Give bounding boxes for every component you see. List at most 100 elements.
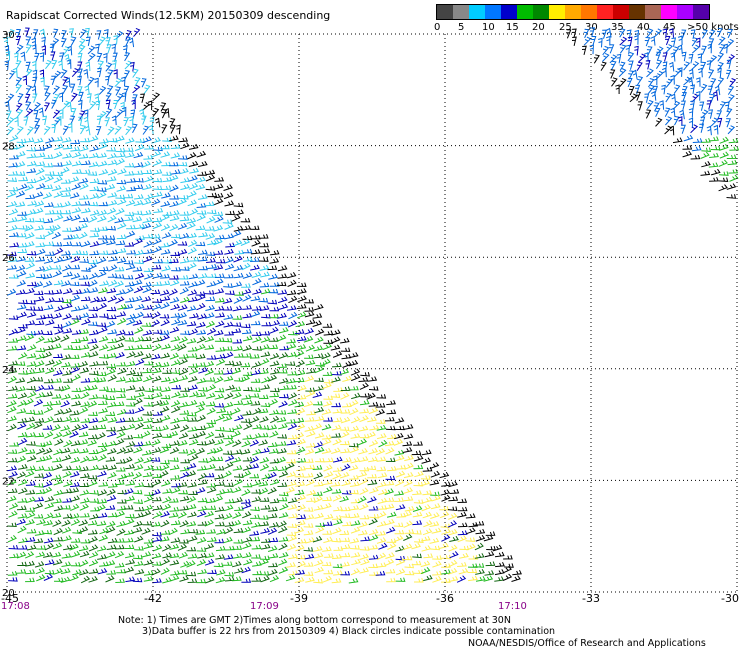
wind-barb — [196, 362, 206, 367]
wind-barb — [727, 159, 738, 166]
wind-barb — [348, 577, 359, 584]
wind-barb — [277, 273, 288, 279]
wind-barb — [52, 457, 62, 463]
wind-barb — [67, 122, 73, 133]
wind-barb — [312, 320, 323, 327]
wind-barb — [88, 576, 98, 583]
wind-barb — [152, 217, 163, 223]
wind-barb — [61, 552, 72, 559]
wind-barb — [267, 513, 278, 519]
wind-barb — [368, 447, 378, 455]
wind-barb — [105, 395, 116, 401]
wind-barb — [96, 432, 106, 440]
wind-barb — [134, 144, 145, 152]
wind-barb — [396, 512, 407, 518]
wind-barb — [195, 400, 206, 408]
wind-barb — [168, 239, 178, 247]
wind-barb — [133, 170, 144, 175]
wind-barb — [188, 273, 199, 280]
wind-barb — [125, 559, 136, 565]
wind-barb — [314, 365, 324, 374]
wind-barb — [152, 329, 163, 334]
wind-barb — [97, 554, 107, 560]
wind-barb — [8, 274, 19, 279]
wind-barb — [186, 503, 197, 510]
wind-barb — [88, 568, 99, 574]
wind-barb — [204, 423, 215, 430]
wind-barb — [204, 519, 214, 527]
wind-barb — [133, 162, 144, 168]
wind-barb — [53, 431, 63, 440]
wind-barb — [99, 280, 110, 287]
wind-barb — [24, 217, 35, 223]
wind-barb — [169, 135, 179, 142]
wind-barb — [54, 247, 64, 256]
wind-barb — [69, 543, 79, 551]
wind-barb — [151, 496, 162, 502]
wind-barb — [251, 239, 261, 247]
wind-barb — [98, 360, 109, 366]
wind-barb — [26, 85, 32, 95]
wind-barb — [287, 392, 298, 400]
wind-barb — [241, 329, 252, 335]
wind-barb — [331, 362, 342, 368]
wind-barb — [27, 390, 37, 399]
wind-barb — [141, 430, 151, 438]
wind-barb — [62, 264, 72, 272]
wind-barb — [152, 245, 163, 254]
wind-barb — [17, 399, 27, 407]
wind-barb — [41, 45, 46, 55]
wind-barb — [206, 216, 216, 224]
time-label: 17:08 — [1, 601, 30, 612]
wind-barb — [161, 232, 172, 239]
wind-barb — [378, 439, 388, 448]
wind-barb — [619, 77, 627, 87]
wind-barb — [204, 344, 215, 350]
wind-barb — [240, 238, 251, 246]
wind-barb — [134, 77, 141, 87]
wind-barb — [187, 481, 197, 488]
wind-barb — [107, 159, 118, 166]
wind-barb — [692, 138, 703, 143]
wind-barb — [384, 488, 395, 495]
wind-barb — [213, 562, 224, 568]
wind-barb — [53, 279, 64, 286]
wind-barb — [169, 258, 179, 263]
wind-barb — [89, 343, 99, 352]
wind-barb — [306, 389, 316, 398]
wind-barb — [296, 560, 307, 568]
wind-barb — [160, 295, 171, 302]
wind-barb — [116, 361, 126, 367]
wind-barb — [42, 265, 53, 272]
wind-barb — [664, 125, 673, 135]
wind-barb — [78, 439, 89, 446]
wind-barb — [422, 466, 433, 472]
wind-barb — [258, 234, 269, 239]
colorbar-label: >50 knots — [687, 22, 739, 33]
wind-barb — [142, 411, 153, 416]
wind-barb — [394, 490, 404, 496]
wind-barb — [7, 465, 18, 472]
wind-barb — [72, 289, 82, 295]
wind-barb — [322, 400, 333, 407]
wind-barb — [43, 466, 54, 471]
wind-barb — [78, 231, 88, 240]
wind-barb — [332, 350, 343, 358]
wind-barb — [413, 441, 423, 446]
wind-barb — [34, 496, 45, 502]
wind-barb — [71, 465, 82, 471]
wind-barb — [340, 337, 350, 344]
wind-barb — [123, 274, 134, 280]
wind-barb — [71, 200, 82, 207]
wind-barb — [367, 479, 378, 486]
wind-barb — [95, 100, 101, 111]
wind-barb — [59, 52, 65, 62]
wind-barb — [233, 272, 244, 279]
wind-barb — [79, 194, 89, 200]
wind-barb — [160, 333, 170, 342]
wind-barb — [65, 77, 71, 88]
wind-barb — [213, 211, 224, 216]
wind-barb — [644, 93, 650, 103]
wind-barb — [160, 273, 170, 279]
wind-barb — [26, 160, 37, 167]
